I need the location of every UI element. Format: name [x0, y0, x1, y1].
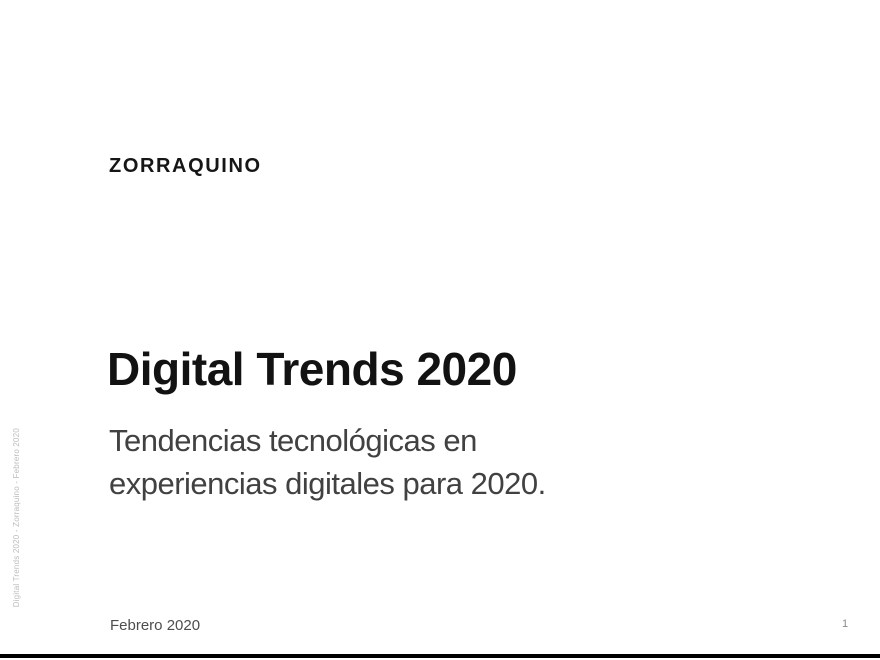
brand-logo: ZORRAQUINO: [109, 155, 262, 177]
page-number: 1: [841, 618, 849, 630]
slide-title: Digital Trends 2020: [107, 343, 517, 395]
bottom-accent-bar: [0, 654, 880, 658]
slide-subtitle: Tendencias tecnológicas en experiencias …: [109, 419, 546, 505]
subtitle-line-1: Tendencias tecnológicas en: [109, 423, 477, 458]
subtitle-line-2: experiencias digitales para 2020.: [109, 466, 546, 501]
side-caption: Digital Trends 2020 - Zorraquino - Febre…: [12, 428, 21, 608]
slide-date: Febrero 2020: [110, 617, 201, 634]
